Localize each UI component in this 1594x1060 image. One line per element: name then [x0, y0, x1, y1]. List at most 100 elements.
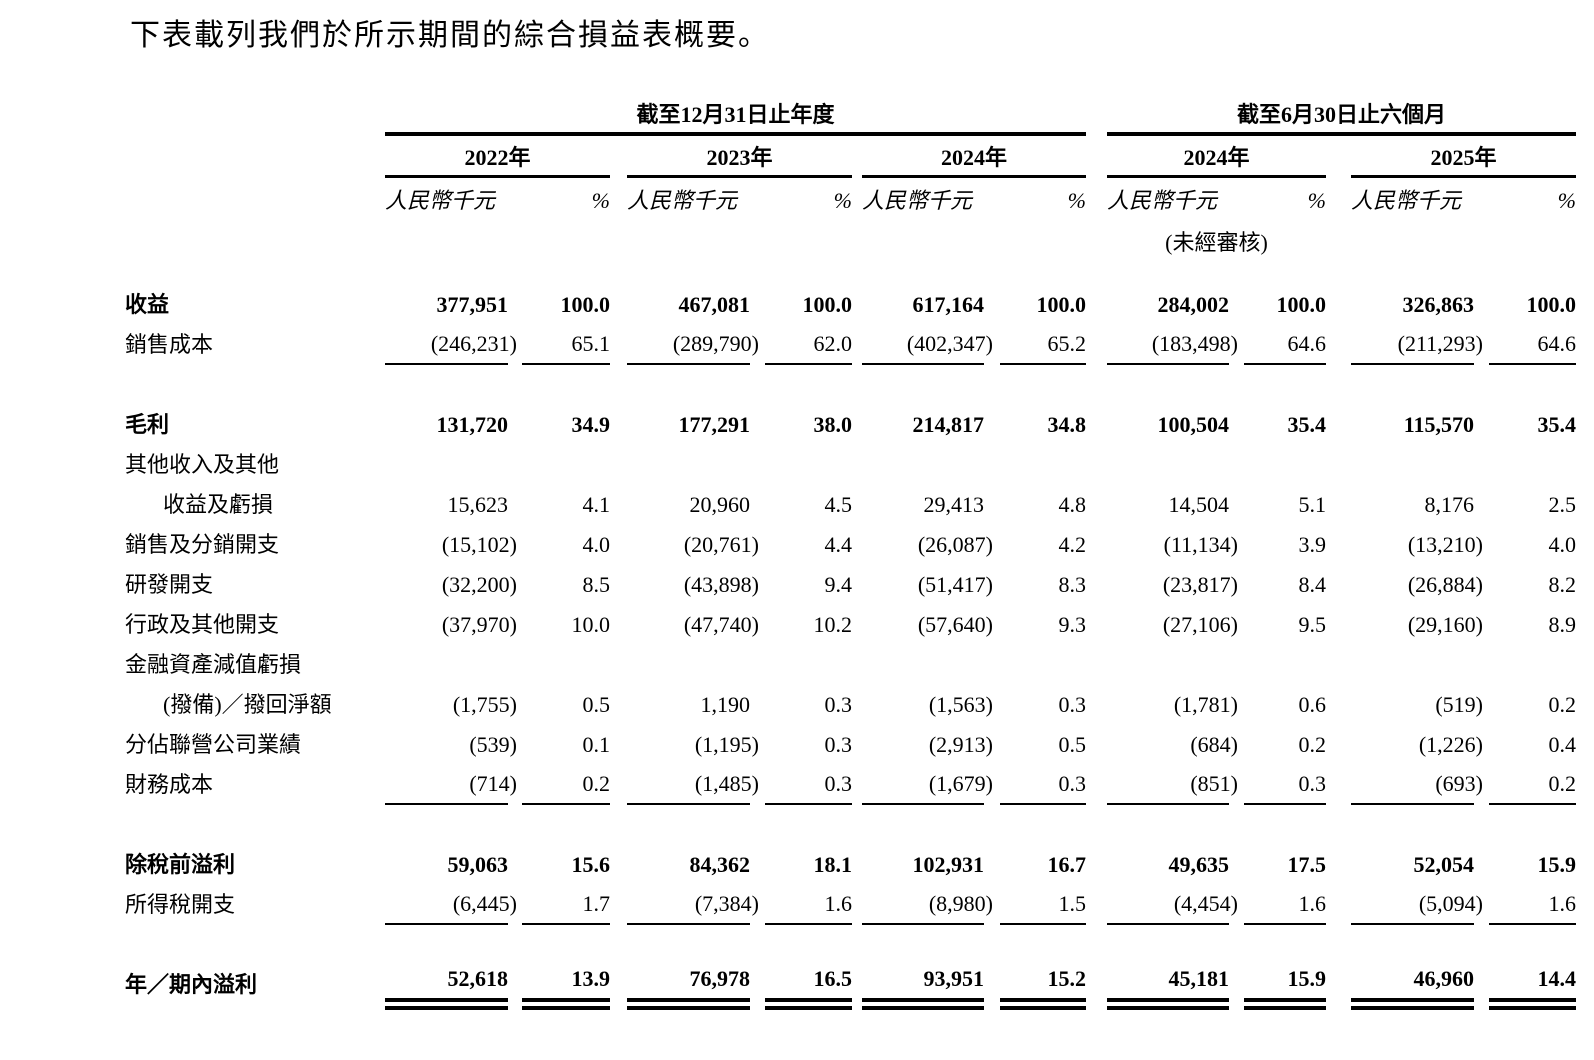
cell-percent: 1.5 — [1000, 884, 1086, 925]
cell-percent: 62.0 — [765, 324, 852, 365]
value-text: 45,181 — [1168, 965, 1230, 991]
percent-label: % — [1557, 187, 1576, 213]
cell-value: (27,106) — [1107, 604, 1238, 644]
unit-header-row: 人民幣千元 % 人民幣千元 % 人民幣千元 % 人民幣千元 % 人民幣千元 % — [125, 176, 1576, 216]
table-row: 所得稅開支 (6,445) 1.7 (7,384) 1.6 (8,980) 1.5 (4,45… — [125, 884, 1576, 925]
value-text: 1,190 — [700, 691, 751, 717]
value-text: 93,951 — [923, 965, 985, 991]
table-row: 財務成本 (714) 0.2 (1,485) 0.3 (1,679) 0.3 (851) 0.3… — [125, 764, 1576, 805]
value-text: 467,081 — [678, 291, 751, 317]
row-label: 收益 — [125, 291, 170, 317]
cell-percent: 0.3 — [1058, 691, 1087, 717]
cell-value: (246,231) — [385, 324, 517, 365]
value-text: (37,970) — [441, 611, 517, 637]
cell-value: (43,898) — [627, 564, 759, 604]
cell-percent: 17.5 — [1287, 851, 1327, 877]
value-text: (7,384) — [694, 890, 759, 916]
table-row: 金融資產減值虧損 — [125, 644, 1576, 684]
table-row: 銷售成本 (246,231) 65.1 (289,790) 62.0 (402,347) 6… — [125, 324, 1576, 365]
cell-percent: 9.5 — [1298, 611, 1327, 637]
cell-value: 15,623 — [385, 484, 509, 524]
value-text: (519) — [1435, 691, 1483, 717]
table-row: 行政及其他開支 (37,970) 10.0 (47,740) 10.2 (57,640) 9… — [125, 604, 1576, 644]
cell-percent: 16.5 — [765, 964, 852, 1010]
cell-percent: 4.0 — [582, 531, 611, 557]
cell-value: (684) — [1107, 724, 1238, 764]
row-label: 年／期內溢利 — [125, 971, 258, 997]
spacer-row — [125, 924, 1576, 964]
cell-percent: 8.3 — [1058, 571, 1087, 597]
value-text: 52,618 — [447, 965, 509, 991]
cell-value: (4,454) — [1107, 884, 1238, 925]
cell-value: (5,094) — [1351, 884, 1483, 925]
cell-percent: 8.2 — [1548, 571, 1577, 597]
value-text: (183,498) — [1151, 330, 1238, 356]
page-title: 下表載列我們於所示期間的綜合損益表概要。 — [130, 19, 770, 52]
cell-percent: 34.9 — [571, 411, 611, 437]
cell-value: 49,635 — [1107, 844, 1230, 884]
cell-value: (402,347) — [862, 324, 993, 365]
value-text: (1,485) — [694, 770, 759, 796]
value-text: 100,504 — [1157, 411, 1230, 437]
cell-value: (693) — [1351, 764, 1483, 805]
year-header-2024-interim: 2024年 — [1107, 134, 1326, 178]
cell-percent: 14.4 — [1489, 964, 1576, 1010]
table-row: 銷售及分銷開支 (15,102) 4.0 (20,761) 4.4 (26,087) 4.2… — [125, 524, 1576, 564]
cell-value: 59,063 — [385, 844, 509, 884]
cell-percent: 34.8 — [1047, 411, 1087, 437]
cell-percent: 15.6 — [571, 851, 611, 877]
cell-value: (1,485) — [627, 764, 759, 805]
unit-label: 人民幣千元 — [385, 187, 496, 213]
year-header-2025-interim: 2025年 — [1351, 134, 1576, 178]
cell-value: 46,960 — [1351, 964, 1474, 1010]
value-text: (32,200) — [441, 571, 517, 597]
row-label: (撥備)／撥回淨額 — [163, 691, 332, 717]
cell-value: (539) — [385, 724, 517, 764]
value-text: (51,417) — [917, 571, 993, 597]
value-text: (539) — [469, 731, 517, 757]
table-row: 毛利 131,720 34.9 177,291 38.0 214,817 34.8 100,5… — [125, 404, 1576, 444]
table-body: 收益 377,951 100.0 467,081 100.0 617,164 100.0 28… — [125, 284, 1577, 1010]
cell-value: (26,884) — [1351, 564, 1483, 604]
value-text: (1,781) — [1173, 691, 1238, 717]
value-text: (57,640) — [917, 611, 993, 637]
cell-percent: 1.6 — [1244, 884, 1326, 925]
table-row: 收益 377,951 100.0 467,081 100.0 617,164 100.0 28… — [125, 284, 1576, 324]
cell-percent: 15.2 — [1000, 964, 1086, 1010]
cell-percent: 8.9 — [1548, 611, 1577, 637]
value-text: 177,291 — [678, 411, 751, 437]
cell-percent: 38.0 — [813, 411, 853, 437]
cell-percent: 10.0 — [571, 611, 611, 637]
value-text: 14,504 — [1168, 491, 1230, 517]
year-header-2023: 2023年 — [627, 134, 852, 178]
value-text: (684) — [1190, 731, 1238, 757]
cell-value: (851) — [1107, 764, 1238, 805]
value-text: (289,790) — [672, 330, 759, 356]
cell-percent: 64.6 — [1489, 324, 1576, 365]
value-text: 8,176 — [1424, 491, 1475, 517]
cell-percent: 5.1 — [1298, 491, 1327, 517]
cell-value: (11,134) — [1107, 524, 1238, 564]
cell-value: (13,210) — [1351, 524, 1483, 564]
value-text: (1,226) — [1418, 731, 1483, 757]
cell-value: 214,817 — [862, 404, 985, 444]
cell-percent: 0.4 — [1548, 731, 1577, 757]
cell-percent: 18.1 — [813, 851, 853, 877]
value-text: (15,102) — [441, 531, 517, 557]
group-header-interim: 截至6月30日止六個月 — [1107, 98, 1576, 136]
value-text: (29,160) — [1407, 611, 1483, 637]
cell-value: 102,931 — [862, 844, 985, 884]
value-text: (26,087) — [917, 531, 993, 557]
row-label: 金融資產減值虧損 — [125, 651, 302, 677]
cell-value: 52,054 — [1351, 844, 1475, 884]
cell-percent: 2.5 — [1548, 491, 1577, 517]
cell-percent: 0.3 — [1244, 764, 1326, 805]
cell-value: 93,951 — [862, 964, 985, 1010]
cell-percent: 4.5 — [824, 491, 853, 517]
cell-percent: 0.1 — [582, 731, 611, 757]
cell-percent: 0.2 — [522, 764, 610, 805]
cell-value: (20,761) — [627, 524, 759, 564]
value-text: (11,134) — [1163, 531, 1238, 557]
value-text: 15,623 — [447, 491, 509, 517]
cell-value: 14,504 — [1107, 484, 1230, 524]
